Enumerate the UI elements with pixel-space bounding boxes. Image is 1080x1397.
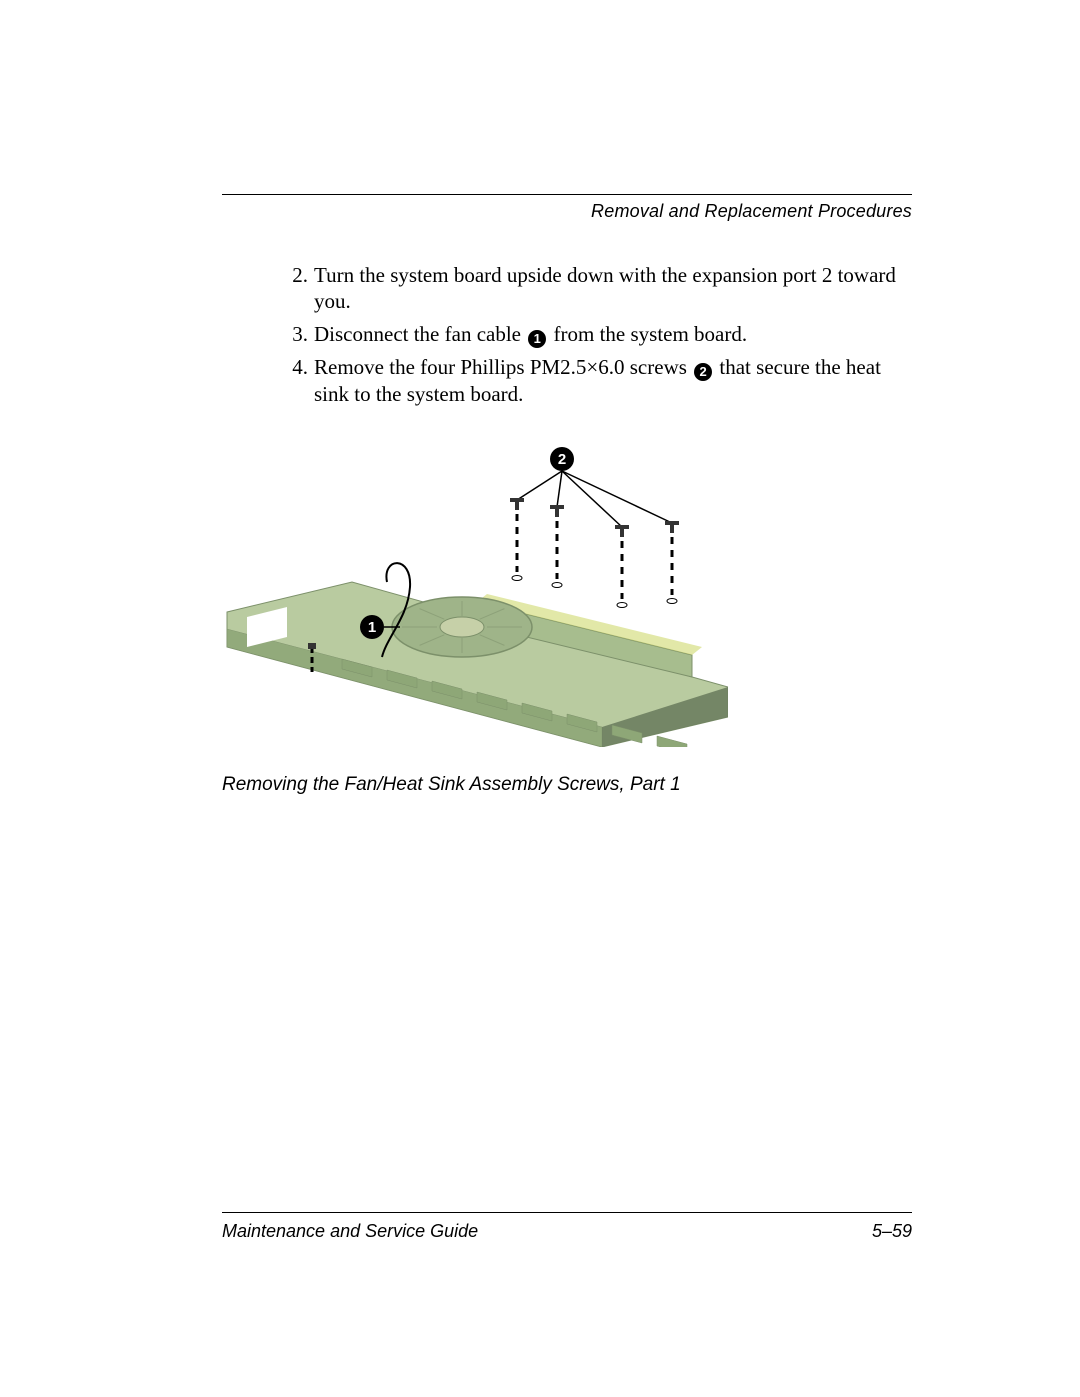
- step-number: 2.: [284, 262, 308, 315]
- heat-sink-diagram: 12: [222, 437, 728, 747]
- footer-guide-title: Maintenance and Service Guide: [222, 1221, 478, 1242]
- step-text: Remove the four Phillips PM2.5×6.0 screw…: [314, 354, 912, 407]
- step-number: 4.: [284, 354, 308, 407]
- section-header: Removal and Replacement Procedures: [222, 201, 912, 222]
- procedure-step: 3.Disconnect the fan cable 1 from the sy…: [284, 321, 912, 348]
- step-text: Turn the system board upside down with t…: [314, 262, 912, 315]
- callout-marker-1: 1: [528, 330, 546, 348]
- step-text: Disconnect the fan cable 1 from the syst…: [314, 321, 912, 348]
- step-number: 3.: [284, 321, 308, 348]
- footer-rule: [222, 1212, 912, 1213]
- footer-page-number: 5–59: [872, 1221, 912, 1242]
- procedure-steps: 2.Turn the system board upside down with…: [284, 262, 912, 407]
- svg-text:2: 2: [558, 451, 566, 468]
- procedure-step: 4.Remove the four Phillips PM2.5×6.0 scr…: [284, 354, 912, 407]
- procedure-step: 2.Turn the system board upside down with…: [284, 262, 912, 315]
- svg-text:1: 1: [368, 619, 376, 636]
- callout-marker-2: 2: [694, 363, 712, 381]
- figure: 12 Removing the Fan/Heat Sink Assembly S…: [222, 437, 912, 796]
- header-rule: [222, 194, 912, 195]
- figure-caption: Removing the Fan/Heat Sink Assembly Scre…: [222, 774, 912, 796]
